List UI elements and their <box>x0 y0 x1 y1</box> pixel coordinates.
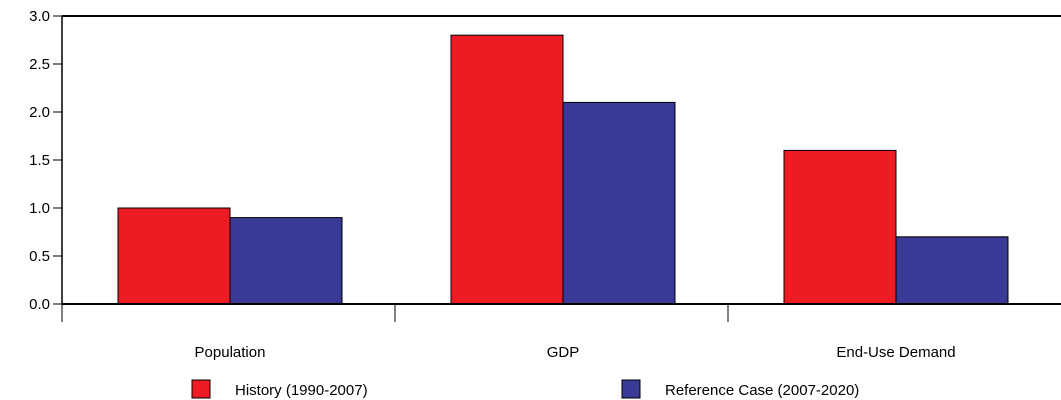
legend: History (1990-2007) Reference Case (2007-… <box>191 379 859 399</box>
y-tick-label: 3.0 <box>29 8 50 25</box>
bar-history-gdp <box>450 34 564 305</box>
bar-history-population <box>117 207 231 305</box>
bars-layer <box>117 34 1009 305</box>
legend-swatch-reference <box>621 379 641 399</box>
legend-swatch-history <box>191 379 211 399</box>
x-category-label-population: Population <box>195 344 266 361</box>
y-tick-label: 1.0 <box>29 200 50 217</box>
labels-layer: 0.0 0.5 1.0 1.5 2.0 2.5 3.0 Population GDP End-Us… <box>29 8 955 361</box>
y-tick-label: 1.5 <box>29 152 50 169</box>
x-category-label-end-use-demand: End-Use Demand <box>836 344 955 361</box>
legend-label-reference: Reference Case (2007-2020) <box>665 382 859 399</box>
y-tick-label: 0.0 <box>29 296 50 313</box>
bar-reference-population <box>229 217 343 305</box>
bar-history-end-use-demand <box>783 149 897 305</box>
legend-label-history: History (1990-2007) <box>235 382 368 399</box>
y-tick-label: 2.5 <box>29 56 50 73</box>
axes-layer <box>53 15 1061 322</box>
x-category-label-gdp: GDP <box>547 344 580 361</box>
y-tick-label: 2.0 <box>29 104 50 121</box>
y-tick-label: 0.5 <box>29 248 50 265</box>
bar-reference-end-use-demand <box>895 236 1009 305</box>
bar-reference-gdp <box>562 101 676 305</box>
